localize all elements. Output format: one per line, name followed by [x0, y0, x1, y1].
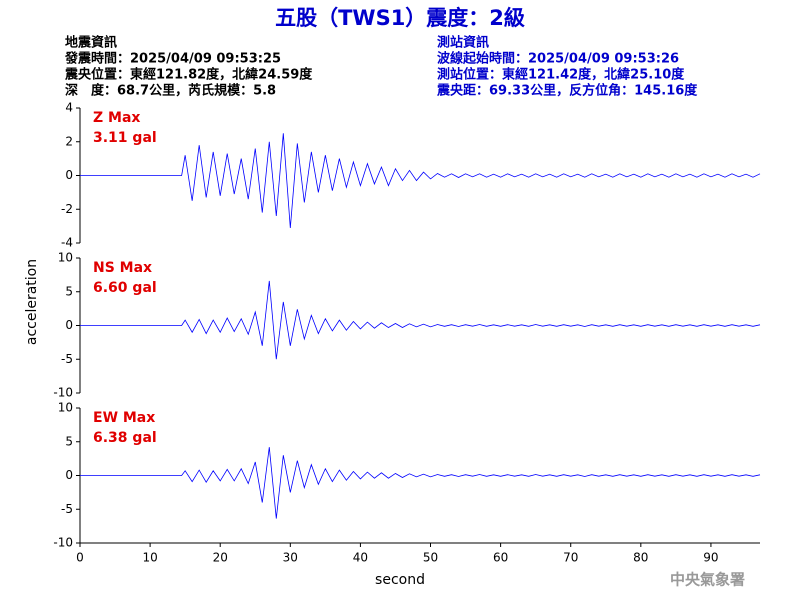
x-tick-label: 10: [142, 551, 157, 565]
info-left: 發震時間：2025/04/09 09:53:25: [64, 51, 281, 67]
y-tick-label: 2: [65, 134, 73, 148]
y-tick-label: 10: [58, 251, 73, 265]
x-tick-label: 0: [76, 551, 84, 565]
info-right: 震央距：69.33公里，反方位角：145.16度: [436, 83, 698, 99]
x-tick-label: 60: [493, 551, 508, 565]
max-label: Z Max: [93, 110, 140, 126]
y-tick-label: -10: [53, 386, 73, 400]
y-axis-label: acceleration: [24, 259, 40, 345]
max-label: NS Max: [93, 260, 152, 276]
y-tick-label: -5: [61, 502, 73, 516]
x-tick-label: 40: [353, 551, 368, 565]
y-tick-label: -5: [61, 352, 73, 366]
y-tick-label: -10: [53, 536, 73, 550]
trace: [80, 447, 761, 519]
y-tick-label: 0: [65, 318, 73, 332]
max-value: 6.60 gal: [93, 280, 157, 296]
y-tick-label: 0: [65, 168, 73, 182]
y-tick-label: 10: [58, 401, 73, 415]
y-tick-label: -2: [61, 202, 73, 216]
y-tick-label: 0: [65, 468, 73, 482]
x-tick-label: 30: [283, 551, 298, 565]
trace: [80, 280, 761, 360]
x-tick-label: 80: [633, 551, 648, 565]
info-left: 深 度：68.7公里，芮氏規模：5.8: [65, 83, 276, 99]
y-tick-label: -4: [61, 236, 73, 250]
title: 五股（TWS1）震度：2級: [275, 6, 525, 30]
x-tick-label: 50: [423, 551, 438, 565]
x-tick-label: 20: [213, 551, 228, 565]
info-right: 測站位置：東經121.42度，北緯25.10度: [437, 67, 685, 83]
x-tick-label: 70: [563, 551, 578, 565]
info-right: 波線起始時間：2025/04/09 09:53:26: [437, 51, 679, 67]
x-tick-label: 90: [703, 551, 718, 565]
y-tick-label: 4: [65, 101, 73, 115]
x-axis-label: second: [375, 572, 425, 588]
info-right: 測站資訊: [437, 35, 489, 51]
trace: [80, 133, 761, 229]
y-tick-label: 5: [65, 284, 73, 298]
info-left: 地震資訊: [65, 35, 117, 51]
max-value: 3.11 gal: [93, 130, 157, 146]
max-label: EW Max: [93, 410, 155, 426]
y-tick-label: 5: [65, 434, 73, 448]
max-value: 6.38 gal: [93, 430, 157, 446]
info-left: 震央位置：東經121.82度，北緯24.59度: [64, 67, 313, 83]
footer: 中央氣象署: [670, 571, 745, 589]
